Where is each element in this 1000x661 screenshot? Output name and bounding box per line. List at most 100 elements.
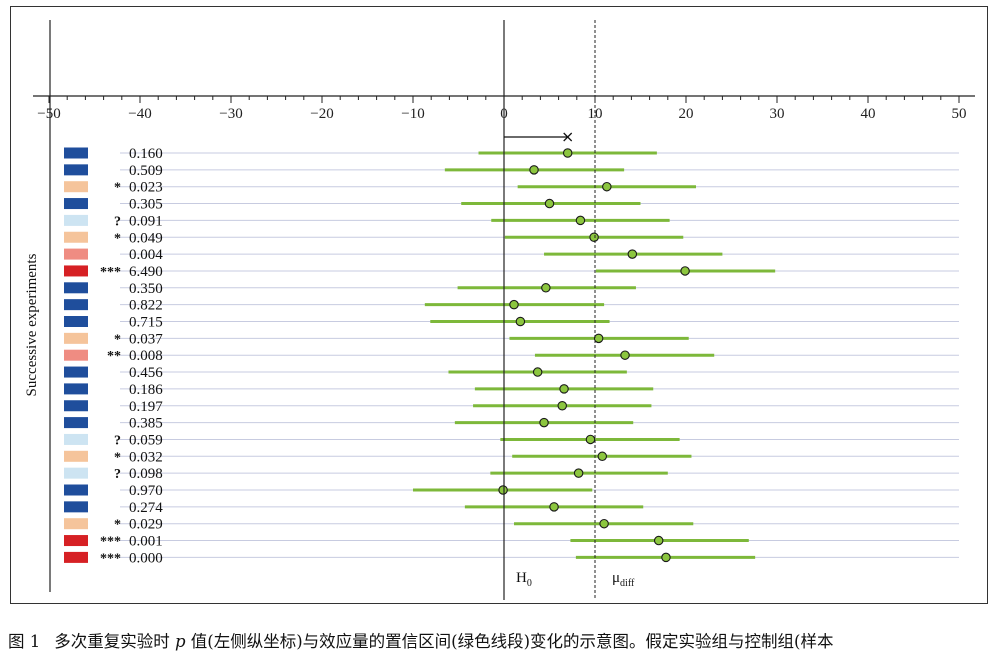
experiment-row: 0.274 [64, 500, 959, 516]
significance-label: *** [100, 535, 121, 550]
x-tick-label: 20 [679, 106, 694, 122]
effect-point [575, 215, 586, 226]
experiment-row: * 0.037 [64, 331, 959, 347]
experiment-row: 0.970 [64, 483, 959, 499]
effect-point [549, 502, 559, 512]
p-value-swatch [64, 551, 88, 563]
p-value-label: 0.385 [129, 416, 163, 432]
significance-label: ? [114, 214, 121, 229]
x-tick-label: −10 [401, 106, 424, 122]
experiment-row: *** 0.001 [64, 534, 959, 550]
h0-label-sub: 0 [527, 578, 532, 589]
effect-point [602, 181, 612, 192]
experiment-row: 0.509 [64, 163, 959, 179]
p-value-label: 0.274 [129, 500, 163, 516]
effect-arrow-cross [563, 132, 573, 142]
x-tick-label: 10 [588, 106, 603, 122]
p-value-label: 0.715 [129, 315, 163, 331]
experiment-row: ? 0.059 [64, 432, 959, 448]
effect-point [593, 333, 604, 344]
experiment-row: 0.186 [64, 382, 959, 398]
p-value-swatch [64, 164, 88, 176]
caption-number: 图 1 [8, 632, 41, 651]
effect-point [680, 266, 690, 276]
effect-point [573, 468, 584, 478]
significance-label: *** [100, 551, 121, 566]
p-value-label: 0.049 [129, 230, 163, 246]
p-value-swatch [64, 383, 88, 395]
experiment-row: * 0.049 [64, 230, 959, 246]
figure-frame [10, 6, 988, 604]
effect-point [557, 400, 567, 411]
experiment-row: 0.160 [64, 146, 959, 162]
p-value-swatch [64, 248, 88, 260]
effect-point [585, 434, 596, 445]
p-value-swatch [64, 433, 88, 445]
significance-label: *** [100, 265, 121, 280]
significance-label: * [114, 332, 121, 347]
effect-point [661, 552, 671, 563]
p-value-swatch [64, 450, 88, 462]
p-value-label: 0.350 [129, 281, 163, 297]
p-value-swatch [64, 181, 88, 193]
p-value-swatch [64, 198, 88, 210]
effect-point [627, 249, 638, 259]
p-value-swatch [64, 214, 88, 226]
effect-point [532, 367, 543, 377]
p-value-swatch [64, 349, 88, 361]
effect-point [539, 417, 549, 428]
experiment-row: 0.350 [64, 281, 959, 297]
x-tick-label: −50 [37, 106, 60, 122]
effect-point [529, 165, 539, 175]
caption-text-before: 多次重复实验时 [54, 632, 175, 651]
p-value-label: 0.456 [129, 365, 163, 381]
experiment-row: * 0.023 [64, 180, 959, 196]
x-tick-label: 30 [770, 106, 785, 122]
p-value-swatch [64, 518, 88, 530]
experiment-row: *** 6.490 [64, 264, 959, 280]
mu-diff-label-sub: diff [620, 578, 635, 589]
effect-point [544, 198, 555, 209]
caption-text-after: 值(左侧纵坐标)与效应量的置信区间(绿色线段)变化的示意图。假定实验组与控制组(… [185, 632, 834, 651]
p-value-swatch [64, 417, 88, 429]
significance-label: * [114, 518, 121, 533]
p-value-label: 0.008 [129, 348, 163, 364]
p-value-label: 0.032 [129, 449, 163, 465]
p-value-label: 6.490 [129, 264, 163, 280]
p-value-label: 0.098 [129, 466, 163, 482]
p-value-label: 0.023 [129, 180, 163, 196]
p-value-label: 0.186 [129, 382, 163, 398]
significance-label: * [114, 231, 121, 246]
p-value-label: 0.970 [129, 483, 163, 499]
p-value-swatch [64, 535, 88, 547]
p-value-label: 0.160 [129, 146, 163, 162]
reference-lines [49, 20, 596, 600]
p-value-label: 0.001 [129, 534, 163, 550]
p-value-label: 0.059 [129, 432, 163, 448]
p-value-label: 0.091 [129, 213, 163, 229]
x-tick-label: −30 [219, 106, 242, 122]
effect-point [559, 384, 569, 394]
experiment-row: 0.822 [64, 298, 959, 314]
y-axis-title: Successive experiments [24, 253, 40, 396]
p-value-swatch [64, 332, 88, 344]
effect-point [498, 485, 508, 495]
p-value-swatch [64, 366, 88, 378]
p-value-swatch [64, 467, 88, 479]
p-value-swatch [64, 400, 88, 412]
p-value-swatch [64, 316, 88, 327]
experiment-row: 0.305 [64, 197, 959, 213]
x-tick-label: −40 [128, 106, 151, 122]
experiment-row: 0.456 [64, 365, 959, 381]
mu-diff-label: μdiff [612, 570, 635, 589]
effect-point [599, 518, 609, 529]
experiment-row: 0.197 [64, 399, 959, 415]
h0-label: H0 [516, 570, 532, 589]
p-value-label: 0.305 [129, 197, 163, 213]
effect-point [515, 316, 526, 327]
p-value-swatch [64, 501, 88, 513]
p-value-swatch [64, 282, 88, 294]
effect-point [597, 451, 608, 462]
effect-point [562, 148, 573, 158]
